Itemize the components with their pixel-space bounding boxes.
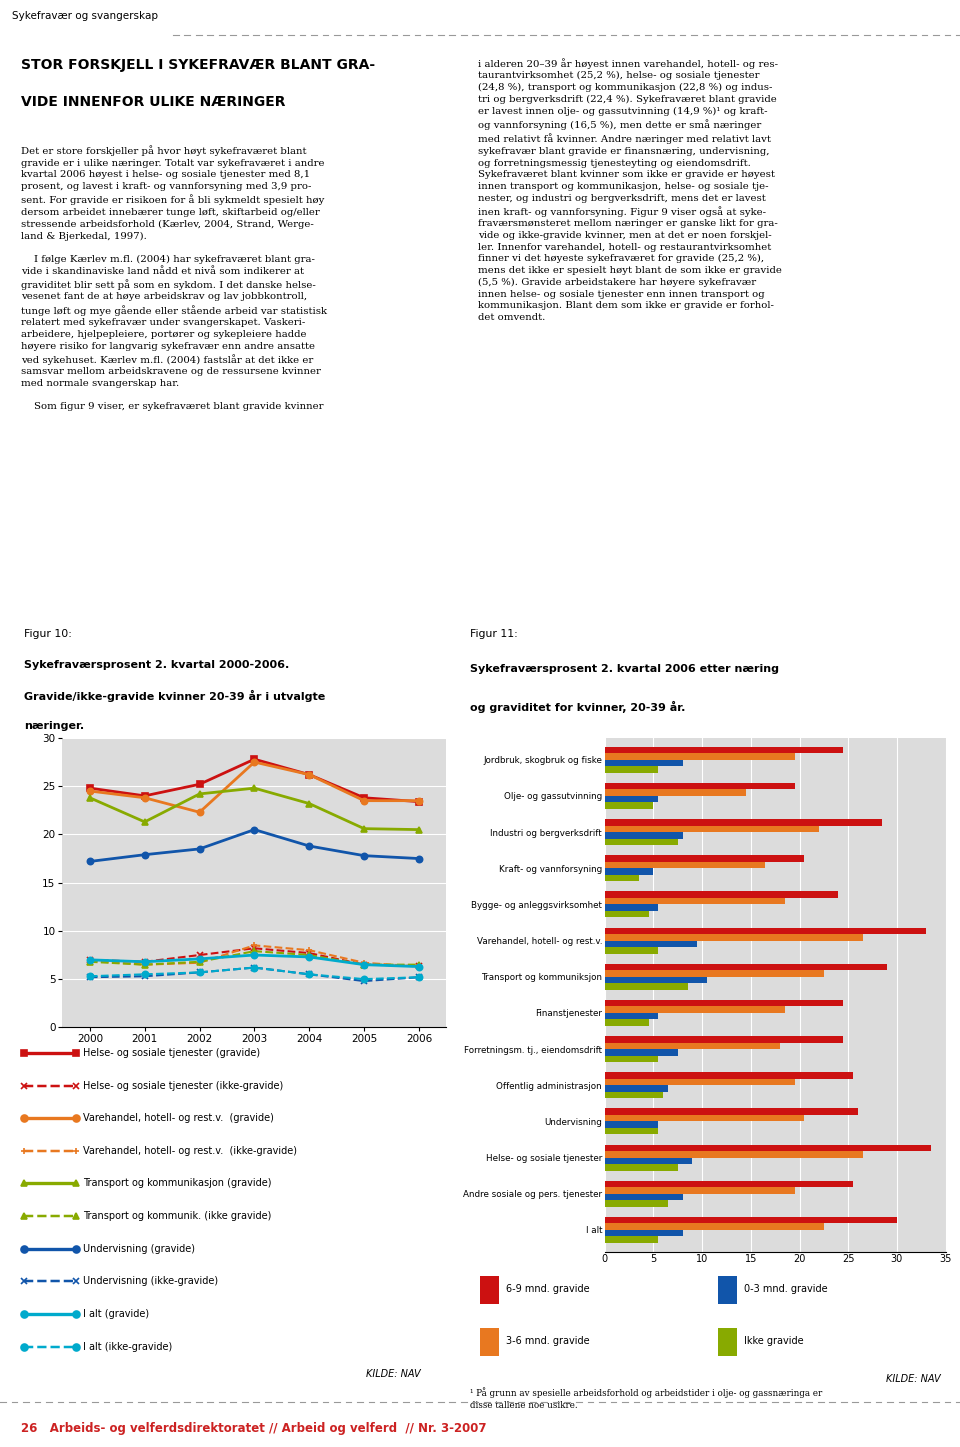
Bar bbox=[480, 1328, 499, 1356]
Bar bbox=[605, 904, 659, 912]
Text: Sykefraværsprosent 2. kvartal 2000-2006.: Sykefraværsprosent 2. kvartal 2000-2006. bbox=[24, 660, 289, 670]
Bar bbox=[605, 1230, 683, 1236]
Text: i alderen 20–39 år høyest innen varehandel, hotell- og res-
taurantvirksomhet (2: i alderen 20–39 år høyest innen varehand… bbox=[478, 58, 782, 321]
Bar bbox=[605, 935, 863, 941]
Bar bbox=[605, 1000, 843, 1007]
Text: Sykefravær og svangerskap: Sykefravær og svangerskap bbox=[12, 12, 157, 22]
Bar bbox=[605, 874, 639, 881]
Text: I alt (ikke-gravide): I alt (ikke-gravide) bbox=[83, 1341, 172, 1351]
Bar bbox=[605, 1181, 853, 1187]
Text: ¹ På grunn av spesielle arbeidsforhold og arbeidstider i olje- og gassnæringa er: ¹ På grunn av spesielle arbeidsforhold o… bbox=[470, 1388, 823, 1411]
Bar bbox=[605, 747, 843, 754]
Text: Undervisning (gravide): Undervisning (gravide) bbox=[83, 1243, 195, 1253]
Bar bbox=[605, 1145, 931, 1152]
Text: I alt (gravide): I alt (gravide) bbox=[83, 1310, 149, 1318]
Bar bbox=[605, 868, 654, 874]
Bar bbox=[605, 1042, 780, 1049]
Bar bbox=[605, 928, 926, 935]
Text: Figur 11:: Figur 11: bbox=[470, 629, 518, 640]
Bar bbox=[605, 760, 683, 767]
Bar bbox=[605, 1114, 804, 1121]
Bar bbox=[605, 1217, 897, 1224]
Bar bbox=[605, 1236, 659, 1243]
Text: Ikke gravide: Ikke gravide bbox=[744, 1336, 804, 1346]
Text: KILDE: NAV: KILDE: NAV bbox=[886, 1373, 941, 1383]
Bar bbox=[605, 1194, 683, 1201]
Bar bbox=[605, 803, 654, 809]
Bar bbox=[605, 1013, 659, 1019]
Bar bbox=[605, 1079, 795, 1085]
Text: STOR FORSKJELL I SYKEFRAVÆR BLANT GRA-: STOR FORSKJELL I SYKEFRAVÆR BLANT GRA- bbox=[21, 58, 375, 72]
Bar bbox=[605, 1072, 853, 1079]
Bar bbox=[605, 767, 659, 773]
Text: Transport og kommunik. (ikke gravide): Transport og kommunik. (ikke gravide) bbox=[83, 1211, 271, 1221]
Text: Gravide/ikke-gravide kvinner 20-39 år i utvalgte: Gravide/ikke-gravide kvinner 20-39 år i … bbox=[24, 690, 325, 702]
Bar bbox=[605, 1187, 795, 1194]
Bar bbox=[605, 1049, 678, 1056]
Text: 26   Arbeids- og velferdsdirektoratet // Arbeid og velferd  // Nr. 3-2007: 26 Arbeids- og velferdsdirektoratet // A… bbox=[21, 1422, 487, 1435]
Bar bbox=[605, 1036, 843, 1042]
Text: Figur 10:: Figur 10: bbox=[24, 629, 72, 640]
Text: Det er store forskjeller på hvor høyt sykefraværet blant
gravide er i ulike næri: Det er store forskjeller på hvor høyt sy… bbox=[21, 145, 327, 411]
Bar bbox=[605, 941, 697, 948]
Text: Sykefraværsprosent 2. kvartal 2006 etter næring: Sykefraværsprosent 2. kvartal 2006 etter… bbox=[470, 664, 780, 674]
Text: 3-6 mnd. gravide: 3-6 mnd. gravide bbox=[506, 1336, 589, 1346]
Text: Varehandel, hotell- og rest.v.  (ikke-gravide): Varehandel, hotell- og rest.v. (ikke-gra… bbox=[83, 1146, 297, 1156]
Bar bbox=[605, 1224, 824, 1230]
Text: Transport og kommunikasjon (gravide): Transport og kommunikasjon (gravide) bbox=[83, 1178, 271, 1188]
Text: 0-3 mnd. gravide: 0-3 mnd. gravide bbox=[744, 1283, 828, 1294]
Bar bbox=[717, 1276, 736, 1304]
Bar bbox=[605, 839, 678, 845]
Bar bbox=[605, 897, 785, 904]
Bar bbox=[480, 1276, 499, 1304]
Text: KILDE: NAV: KILDE: NAV bbox=[367, 1369, 421, 1379]
Text: Undervisning (ikke-gravide): Undervisning (ikke-gravide) bbox=[83, 1276, 218, 1286]
Text: Helse- og sosiale tjenester (gravide): Helse- og sosiale tjenester (gravide) bbox=[83, 1048, 259, 1058]
Bar bbox=[605, 1019, 649, 1026]
Bar bbox=[605, 826, 819, 832]
Bar bbox=[605, 1201, 668, 1207]
Bar bbox=[605, 1091, 663, 1098]
Bar bbox=[605, 1163, 678, 1171]
Bar bbox=[605, 912, 649, 917]
Bar bbox=[605, 946, 659, 954]
Bar bbox=[605, 964, 887, 971]
Bar bbox=[605, 783, 795, 790]
Bar bbox=[605, 971, 824, 977]
Bar bbox=[605, 1121, 659, 1129]
Bar bbox=[605, 984, 687, 990]
Text: Varehandel, hotell- og rest.v.  (gravide): Varehandel, hotell- og rest.v. (gravide) bbox=[83, 1113, 274, 1123]
Bar bbox=[605, 977, 707, 984]
Bar bbox=[605, 832, 683, 838]
Bar bbox=[605, 752, 795, 760]
Bar bbox=[605, 891, 838, 897]
Bar bbox=[605, 790, 746, 796]
Text: VIDE INNENFOR ULIKE NÆRINGER: VIDE INNENFOR ULIKE NÆRINGER bbox=[21, 94, 286, 109]
Bar bbox=[605, 1158, 692, 1163]
Bar bbox=[605, 1129, 659, 1134]
Bar bbox=[605, 855, 804, 861]
Bar bbox=[605, 1152, 863, 1158]
Bar bbox=[717, 1328, 736, 1356]
Text: Helse- og sosiale tjenester (ikke-gravide): Helse- og sosiale tjenester (ikke-gravid… bbox=[83, 1081, 283, 1091]
Text: næringer.: næringer. bbox=[24, 721, 84, 731]
Bar bbox=[605, 796, 659, 802]
Bar bbox=[605, 1108, 858, 1114]
Bar bbox=[605, 862, 765, 868]
Bar bbox=[605, 1056, 659, 1062]
Text: 6-9 mnd. gravide: 6-9 mnd. gravide bbox=[506, 1283, 589, 1294]
Bar bbox=[605, 1007, 785, 1013]
Bar bbox=[605, 819, 882, 825]
Text: og graviditet for kvinner, 20-39 år.: og graviditet for kvinner, 20-39 år. bbox=[470, 702, 685, 713]
Bar bbox=[605, 1085, 668, 1091]
